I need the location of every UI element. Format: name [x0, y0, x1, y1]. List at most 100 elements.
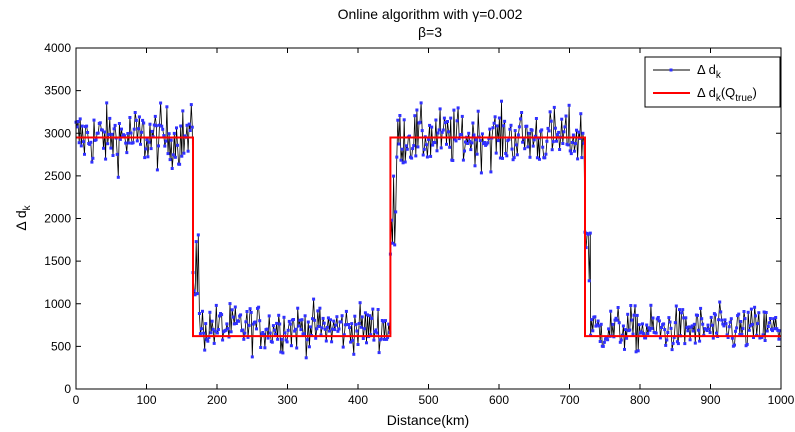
data-point	[598, 340, 602, 343]
data-point	[711, 336, 715, 340]
data-point	[275, 321, 279, 325]
data-point	[337, 327, 341, 331]
data-point	[198, 332, 202, 336]
data-point	[147, 140, 151, 144]
x-tick-label: 500	[418, 393, 438, 407]
data-point	[737, 312, 741, 316]
data-point	[424, 143, 428, 147]
data-point	[392, 174, 396, 178]
data-point	[474, 138, 478, 142]
data-point	[304, 356, 308, 360]
data-point	[77, 141, 81, 145]
data-point	[327, 329, 331, 333]
data-point	[286, 328, 290, 332]
data-point	[601, 344, 605, 348]
data-point	[729, 317, 733, 321]
data-point	[510, 147, 514, 151]
data-point	[750, 322, 754, 326]
data-point	[117, 122, 121, 125]
data-point	[553, 126, 557, 130]
data-point	[148, 122, 152, 126]
data-point	[664, 343, 668, 347]
data-point	[292, 318, 295, 321]
data-point	[323, 327, 327, 331]
data-point	[562, 130, 566, 134]
data-point	[267, 314, 271, 318]
data-point	[678, 308, 681, 312]
data-point	[414, 154, 418, 158]
data-point	[552, 105, 556, 109]
data-point	[504, 152, 508, 155]
data-point	[476, 109, 480, 113]
data-point	[722, 324, 726, 328]
data-point	[574, 142, 577, 145]
data-point	[525, 124, 529, 128]
data-point	[180, 154, 184, 158]
x-tick-label: 200	[207, 393, 227, 407]
data-point	[496, 139, 500, 143]
x-tick-label: 400	[348, 393, 368, 407]
data-point	[382, 337, 386, 341]
data-point	[771, 329, 774, 333]
data-point	[587, 279, 591, 283]
data-point	[320, 326, 324, 330]
data-point	[669, 326, 673, 330]
data-point	[96, 131, 100, 135]
data-point	[443, 121, 447, 125]
data-point	[215, 331, 219, 335]
data-point	[550, 148, 554, 152]
data-point	[728, 320, 732, 324]
data-point	[451, 159, 455, 162]
data-point	[540, 128, 544, 132]
data-point	[135, 139, 139, 143]
data-point	[102, 146, 105, 150]
data-point	[752, 336, 755, 339]
data-point	[626, 312, 630, 316]
data-point	[657, 319, 661, 323]
data-point	[533, 134, 537, 138]
data-point	[672, 335, 676, 339]
data-point	[204, 322, 208, 326]
data-point	[753, 305, 757, 309]
data-point	[649, 303, 653, 307]
data-point	[120, 127, 123, 131]
data-point	[311, 317, 314, 321]
data-point	[754, 314, 758, 318]
data-point	[192, 289, 196, 293]
data-point	[660, 326, 663, 329]
data-point	[569, 152, 573, 156]
data-point	[187, 122, 191, 126]
data-point	[212, 341, 216, 345]
data-point	[247, 323, 251, 327]
data-point	[452, 108, 456, 112]
data-point	[727, 325, 731, 329]
data-point	[88, 142, 92, 146]
data-point	[281, 351, 285, 355]
data-point	[778, 329, 782, 333]
data-point	[549, 119, 553, 123]
data-point	[307, 345, 311, 349]
data-point	[602, 340, 606, 344]
data-point	[567, 103, 571, 107]
data-point	[430, 125, 434, 129]
data-point	[472, 133, 476, 137]
data-point	[705, 329, 709, 332]
data-point	[245, 310, 249, 313]
data-point	[321, 316, 325, 320]
data-point	[157, 144, 160, 148]
data-point	[456, 106, 460, 110]
data-point	[92, 118, 96, 122]
data-point	[686, 329, 690, 333]
data-point	[723, 318, 727, 322]
data-point	[207, 335, 211, 339]
series-line-true	[76, 136, 781, 338]
data-point	[347, 323, 350, 326]
data-point	[340, 314, 344, 318]
data-point	[765, 329, 769, 333]
data-point	[495, 124, 499, 128]
data-point	[447, 130, 451, 134]
data-point	[276, 337, 280, 341]
data-point	[497, 116, 501, 120]
data-point	[189, 103, 193, 107]
data-point	[265, 327, 269, 331]
